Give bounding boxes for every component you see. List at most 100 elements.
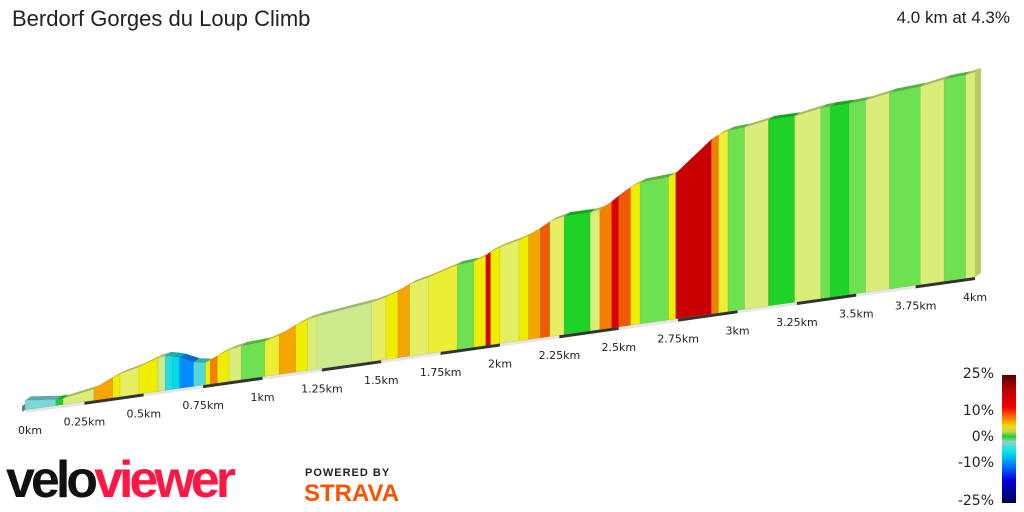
gradient-segment [675,138,712,320]
legend-label: 0% [971,429,994,445]
segment-top [640,172,675,183]
segment-top [768,112,801,120]
profile-end-cap [975,68,981,277]
segment-top [965,68,981,75]
gradient-segment [499,239,520,344]
page-title: Berdorf Gorges du Loup Climb [12,6,311,31]
segment-top [205,356,217,363]
gradient-segment [217,349,230,384]
gradient-segment [848,99,866,295]
gradient-segment [93,377,114,401]
gradient-segment [590,209,600,332]
climb-summary: 4.0 km at 4.3% [896,8,1010,27]
gradient-segment [55,398,64,406]
gradient-segment [829,103,850,298]
distance-band [381,351,441,364]
segment-top [120,362,145,375]
segment-top [241,337,271,347]
gradient-segment [563,212,591,335]
segment-top [920,75,951,87]
x-tick-label: 2.5km [601,341,636,354]
segment-top [139,353,164,367]
x-tick-label: 2km [488,358,512,371]
gradient-segment [409,276,429,357]
veloviewer-logo: veloviewer [6,451,236,509]
segment-top [490,243,506,252]
segment-top [944,70,972,80]
gradient-segment [611,195,619,329]
gradient-segment [210,355,218,385]
gradient-segment [295,318,308,373]
gradient-segment [639,176,669,325]
segment-top [210,351,224,361]
distance-band [203,376,263,389]
segment-top [728,123,751,131]
x-tick-label: 0km [18,424,42,437]
gradient-segment [711,134,719,315]
distance-band [796,293,857,305]
logo-velo: velo [6,451,98,509]
distance-band [143,385,204,397]
segment-top [295,315,314,326]
x-tick-label: 3.75km [895,299,937,312]
gradient-segment [549,215,565,337]
segment-top [590,205,606,213]
x-tick-label: 3.5km [839,308,874,321]
powered-by-text: POWERED BY [305,467,391,479]
gradient-segment [599,201,612,330]
segment-top [158,351,172,358]
gradient-segment [865,92,890,293]
segment-top [165,351,179,357]
distance-band [559,326,619,339]
distance-band [25,401,85,413]
segment-top [519,231,535,241]
gradient-segment [744,119,769,310]
segment-top [409,273,435,285]
segment-top [473,251,492,262]
segment-top [279,321,302,336]
segment-top [397,280,416,292]
x-tick-label: 0.5km [126,407,161,420]
distance-band [440,343,500,355]
segment-top [428,260,464,278]
segment-top [794,104,827,117]
gradient-segment [307,316,318,371]
gradient-segment [278,324,296,375]
gradient-segment [518,235,529,342]
gradient-segment [397,283,410,359]
segment-top [830,99,856,107]
legend-label: -25% [957,493,994,509]
segment-top [744,115,775,128]
distance-band [618,318,679,330]
segment-top [55,394,69,400]
gradient-segment [528,227,541,340]
x-tick-label: 0.25km [64,416,106,429]
gradient-segment [485,251,491,346]
x-tick-label: 2.75km [657,333,699,346]
gradient-segment [718,130,729,314]
x-tick-label: 3km [725,324,749,337]
segment-top [172,352,186,358]
segment-top [264,331,286,342]
profile-start-cap [22,404,25,412]
segment-top [386,287,404,298]
legend-label: 10% [962,403,994,419]
gradient-segment [490,246,501,346]
gradient-segment [157,355,166,392]
gradient-segment [385,290,399,360]
gradient-segment [179,357,194,389]
segment-top [849,96,872,104]
gradient-segment [943,74,966,282]
gradient-segment [794,107,821,303]
x-tick-label: 1.75km [420,366,462,379]
gradient-segment [668,172,676,321]
legend-label: 25% [962,366,994,382]
segment-top [179,353,200,363]
x-tick-label: 4km [963,291,987,304]
gradient-segment [138,357,159,395]
distance-band [678,310,738,322]
x-tick-label: 0.75km [182,399,224,412]
gradient-segment [457,261,475,350]
distance-band [262,368,322,380]
gradient-segment [965,71,976,279]
